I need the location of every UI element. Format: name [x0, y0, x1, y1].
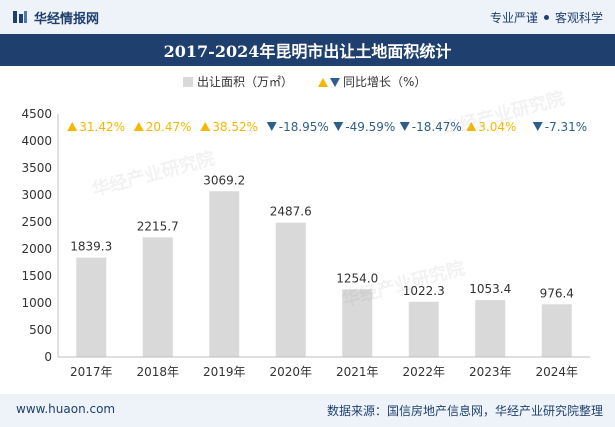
growth-down-triangle-icon	[266, 122, 277, 131]
bar	[475, 300, 506, 357]
bar	[408, 301, 439, 357]
footer-bar: www.huaon.com 数据来源：国信房地产信息网，华经产业研究院整理	[0, 394, 615, 427]
value-label: 976.4	[540, 286, 574, 300]
tagline-dot-icon	[543, 15, 549, 20]
growth-label: 3.04%	[478, 120, 516, 134]
growth-label: -49.59%	[345, 120, 395, 134]
footer-source: 数据来源：国信房地产信息网，华经产业研究院整理	[326, 404, 603, 418]
growth-labels: 31.42% 20.47% 38.52% -18.95% -49.59% -18.47% 3…	[67, 120, 587, 134]
legend-down-triangle-icon	[330, 78, 340, 87]
value-label: 1053.4	[469, 282, 511, 296]
bar-series	[76, 191, 572, 357]
y-tick-label: 1500	[21, 269, 52, 283]
x-tick-label: 2022年	[402, 365, 445, 379]
value-label: 2215.7	[137, 219, 179, 233]
x-axis: 2017年 2018年 2019年 2020年 2021年 2022年 2023年 2024年	[58, 356, 590, 379]
bar	[209, 191, 240, 357]
bar	[541, 304, 572, 357]
logo-icon	[13, 11, 27, 23]
tagline: 专业严谨 客观科学	[490, 9, 603, 26]
x-tick-label: 2019年	[203, 365, 246, 379]
bar-chart: 0 500 1000 1500 2000 2500 3000 3500 4000 4500 183…	[21, 75, 590, 379]
y-axis: 0 500 1000 1500 2000 2500 3000 3500 4000 4500	[21, 107, 59, 364]
y-tick-label: 3000	[21, 188, 52, 202]
x-tick-label: 2018年	[136, 365, 179, 379]
y-tick-label: 2500	[21, 215, 52, 229]
legend-up-triangle-icon	[318, 78, 328, 87]
tagline-right: 客观科学	[554, 11, 603, 25]
bar	[142, 237, 173, 357]
bar	[342, 289, 373, 357]
y-tick-label: 2000	[21, 242, 52, 256]
y-tick-label: 500	[29, 323, 52, 337]
y-tick-label: 1000	[21, 296, 52, 310]
value-label: 2487.6	[270, 205, 312, 219]
legend-bar-swatch	[183, 77, 193, 87]
growth-label: -7.31%	[545, 120, 587, 134]
legend-bar-label: 出让面积（万㎡）	[197, 75, 293, 89]
growth-down-triangle-icon	[333, 122, 344, 131]
value-label: 1254.0	[336, 271, 378, 285]
value-label: 3069.2	[203, 173, 245, 187]
tagline-left: 专业严谨	[489, 11, 538, 25]
y-tick-label: 4000	[21, 134, 52, 148]
chart-title: 2017-2024年昆明市出让土地面积统计	[0, 34, 615, 66]
growth-up-triangle-icon	[466, 122, 477, 131]
value-labels: 1839.3 2215.7 3069.2 2487.6 1254.0 1022.3 1053…	[70, 173, 574, 300]
legend: 出让面积（万㎡） 同比增长（%）	[183, 75, 426, 89]
growth-up-triangle-icon	[133, 122, 144, 131]
y-tick-label: 4500	[21, 107, 52, 121]
x-tick-label: 2017年	[70, 365, 113, 379]
legend-growth-label: 同比增长（%）	[343, 75, 426, 89]
bar	[76, 257, 107, 357]
bar	[275, 222, 306, 357]
growth-up-triangle-icon	[200, 122, 211, 131]
value-label: 1839.3	[70, 240, 112, 254]
header-bar: 华经情报网 专业严谨 客观科学	[0, 0, 615, 34]
growth-label: 38.52%	[212, 120, 258, 134]
growth-label: -18.95%	[279, 120, 329, 134]
growth-up-triangle-icon	[67, 122, 78, 131]
logo: 华经情报网	[12, 8, 100, 27]
x-tick-label: 2021年	[336, 365, 379, 379]
footer-website: www.huaon.com	[16, 402, 116, 416]
growth-down-triangle-icon	[399, 122, 410, 131]
x-tick-label: 2020年	[269, 365, 312, 379]
x-tick-label: 2024年	[535, 365, 578, 379]
growth-down-triangle-icon	[532, 122, 543, 131]
y-tick-label: 3500	[21, 161, 52, 175]
growth-label: 31.42%	[79, 120, 125, 134]
growth-label: -18.47%	[412, 120, 462, 134]
logo-text: 华经情报网	[34, 11, 100, 27]
value-label: 1022.3	[403, 284, 445, 298]
y-tick-label: 0	[44, 350, 52, 364]
growth-label: 20.47%	[146, 120, 192, 134]
x-tick-label: 2023年	[469, 365, 512, 379]
